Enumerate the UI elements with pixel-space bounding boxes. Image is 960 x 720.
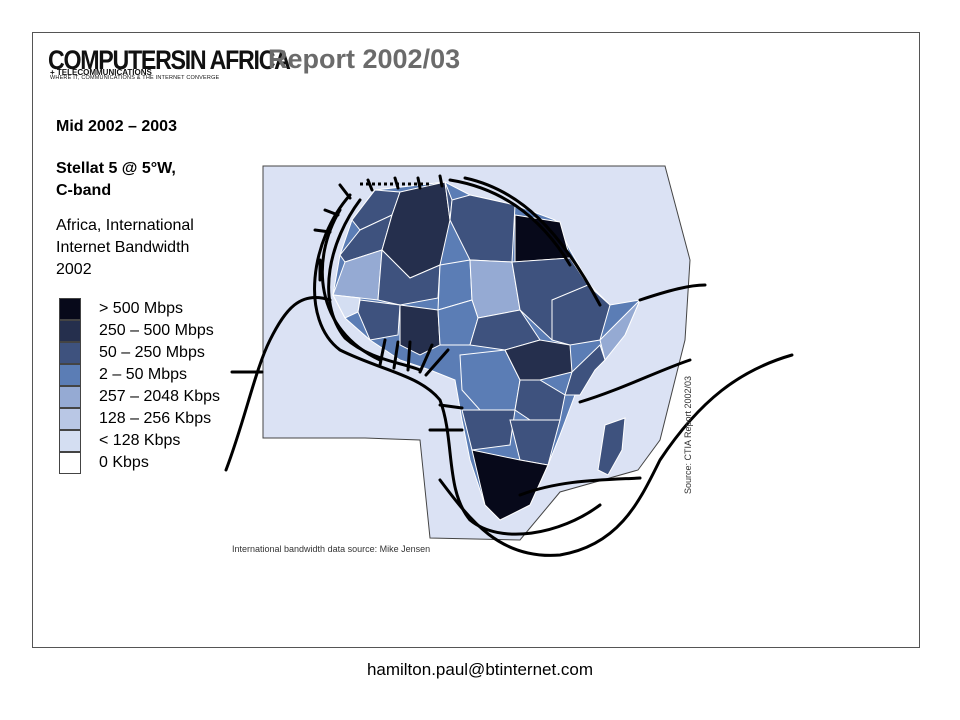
country-region xyxy=(461,409,516,451)
cable-route xyxy=(392,340,400,370)
cable-route xyxy=(438,353,794,557)
report-source-note: Source: CTIA Report 2002/03 xyxy=(683,375,693,495)
satellite-line-2: C-band xyxy=(56,182,112,199)
logo-tagline: WHERE IT, COMMUNICATIONS & THE INTERNET … xyxy=(50,75,220,81)
cable-route xyxy=(323,208,340,217)
legend-swatch xyxy=(59,342,81,364)
submarine-cables xyxy=(224,174,794,557)
cable-route xyxy=(448,178,572,267)
legend-label: 50 – 250 Mbps xyxy=(99,344,205,361)
country-region xyxy=(599,299,641,362)
country-regions xyxy=(332,181,641,521)
cable-route xyxy=(378,338,387,367)
report-title: Report 2002/03 xyxy=(268,44,461,74)
cable-route xyxy=(438,174,444,188)
legend-label: 0 Kbps xyxy=(99,454,149,471)
legend-swatch xyxy=(59,298,81,320)
logo-wordmark: COMPUTERSIN AFRICA xyxy=(48,45,291,75)
cable-route xyxy=(638,283,707,302)
legend-label: 257 – 2048 Kbps xyxy=(99,388,220,405)
logo-subtitle: + TELECOMMUNICATIONS xyxy=(50,68,152,77)
country-region xyxy=(597,417,626,476)
legend-swatch xyxy=(59,320,81,342)
legend-swatch xyxy=(59,452,81,474)
legend-swatch xyxy=(59,364,81,386)
cable-route xyxy=(366,178,374,192)
cable-route xyxy=(406,340,412,372)
cable-route xyxy=(418,343,434,374)
cable-route xyxy=(338,183,352,200)
cable-route xyxy=(578,358,692,404)
cable-route xyxy=(438,403,464,410)
cable-route xyxy=(416,176,422,190)
country-region xyxy=(357,299,401,341)
country-region xyxy=(377,248,441,306)
legend-swatch xyxy=(59,408,81,430)
country-region xyxy=(469,259,521,319)
legend-swatch xyxy=(59,430,81,452)
computers-in-africa-logo: COMPUTERSIN AFRICA + TELECOMMUNICATIONS … xyxy=(48,46,291,82)
cable-route xyxy=(424,348,450,377)
map-subtitle-line-2: Internet Bandwidth xyxy=(56,239,190,256)
country-region xyxy=(399,304,441,356)
legend-label: 2 – 50 Mbps xyxy=(99,366,188,383)
cable-route xyxy=(224,295,332,472)
cable-route xyxy=(320,208,382,362)
country-region xyxy=(471,449,549,521)
contact-email[interactable]: hamilton.paul@btinternet.com xyxy=(366,660,594,679)
cable-route xyxy=(463,176,602,307)
period-label: Mid 2002 – 2003 xyxy=(56,118,177,135)
satellite-line-1: Stellat 5 @ 5°W, xyxy=(56,160,176,177)
legend-label: < 128 Kbps xyxy=(99,432,181,449)
map-subtitle-line-3: 2002 xyxy=(56,261,92,278)
bandwidth-data-source: International bandwidth data source: Mik… xyxy=(232,544,431,554)
legend-label: 128 – 256 Kbps xyxy=(99,410,212,427)
legend-label: > 500 Mbps xyxy=(99,300,184,317)
cable-route xyxy=(518,476,642,497)
legend-label: 250 – 500 Mbps xyxy=(99,322,214,339)
legend-swatch xyxy=(59,386,81,408)
cable-route xyxy=(313,228,332,234)
map-subtitle-line-1: Africa, International xyxy=(56,217,194,234)
